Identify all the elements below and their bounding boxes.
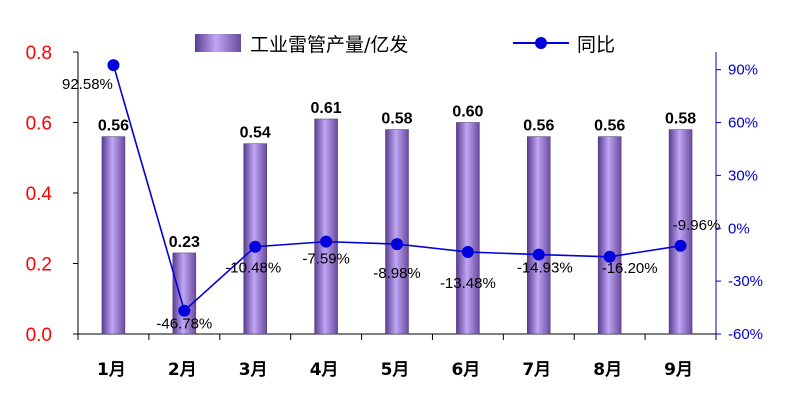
legend-bar-swatch [195,34,241,52]
axes: 0.0 0.2 0.4 0.6 0.8 -60% -30% 0% 30% 60% 90% 1月 2月 3月… [26,43,763,380]
bar [668,129,693,335]
x-tick-label: 6月 [451,360,480,380]
bar [597,136,622,335]
bar [385,129,409,335]
y-right-tick-label: 60% [728,115,758,132]
yoy-point [532,248,545,261]
bar [314,118,338,335]
bar [527,136,551,335]
legend-line-marker [535,37,547,49]
legend: 工业雷管产量/亿发 同比 [195,34,615,56]
bar-value-label: 0.61 [311,100,342,117]
bar-value-label: 0.58 [381,111,412,128]
x-tick-label: 3月 [239,360,268,380]
yoy-value-label: -16.20% [602,260,658,277]
yoy-point [391,238,403,251]
y-left-tick-label: 0.4 [26,184,53,205]
y-right-tick-label: 0% [728,220,750,237]
bar [172,252,197,335]
data-labels: 0.56 0.23 0.54 0.61 0.58 0.60 0.56 0.56 0.58 92.5… [62,76,720,333]
bar [456,122,480,335]
y-left-tick-label: 0.8 [26,43,52,64]
yoy-point [674,239,687,252]
legend-bar-label: 工业雷管产量/亿发 [250,34,408,56]
bar-series [101,118,693,335]
bar-value-label: 0.56 [594,118,625,135]
y-left-tick-label: 0.0 [26,325,52,346]
bar-value-label: 0.54 [240,125,271,142]
y-right-tick-label: -30% [728,273,763,290]
yoy-point [320,235,333,248]
y-right-tick-label: 90% [728,62,758,79]
bar-value-label: 0.56 [523,118,554,135]
yoy-point [461,246,474,259]
y-left-tick-label: 0.6 [26,114,52,135]
x-tick-label: 2月 [168,360,197,380]
y-left-tick-label: 0.2 [26,255,52,276]
x-tick-label: 9月 [664,360,693,380]
bar [243,143,267,335]
yoy-value-label: -7.59% [302,251,350,268]
bar-value-label: 0.23 [169,234,200,251]
bar-value-label: 0.56 [98,118,129,135]
yoy-point [249,240,262,253]
yoy-value-label: -13.48% [440,275,496,292]
yoy-value-label: -9.96% [673,217,721,234]
x-tick-label: 1月 [97,360,126,380]
legend-line-label: 同比 [577,34,615,56]
bar-value-label: 0.58 [665,111,696,128]
yoy-point [603,250,616,263]
x-tick-label: 5月 [381,360,410,380]
yoy-value-label: -8.98% [373,265,421,282]
x-tick-label: 7月 [522,360,551,380]
x-tick-label: 8月 [593,360,622,380]
yoy-point [178,304,191,317]
y-right-tick-label: -60% [728,326,763,343]
bar-value-label: 0.60 [452,104,483,121]
yoy-value-label: -14.93% [517,260,573,277]
bar [101,136,126,335]
y-right-tick-label: 30% [728,167,758,184]
yoy-value-label: 92.58% [62,76,113,93]
yoy-value-label: -10.48% [225,260,281,277]
x-tick-label: 4月 [310,360,339,380]
line-series [107,59,687,317]
yoy-point [107,59,120,72]
yoy-value-label: -46.78% [156,316,212,333]
